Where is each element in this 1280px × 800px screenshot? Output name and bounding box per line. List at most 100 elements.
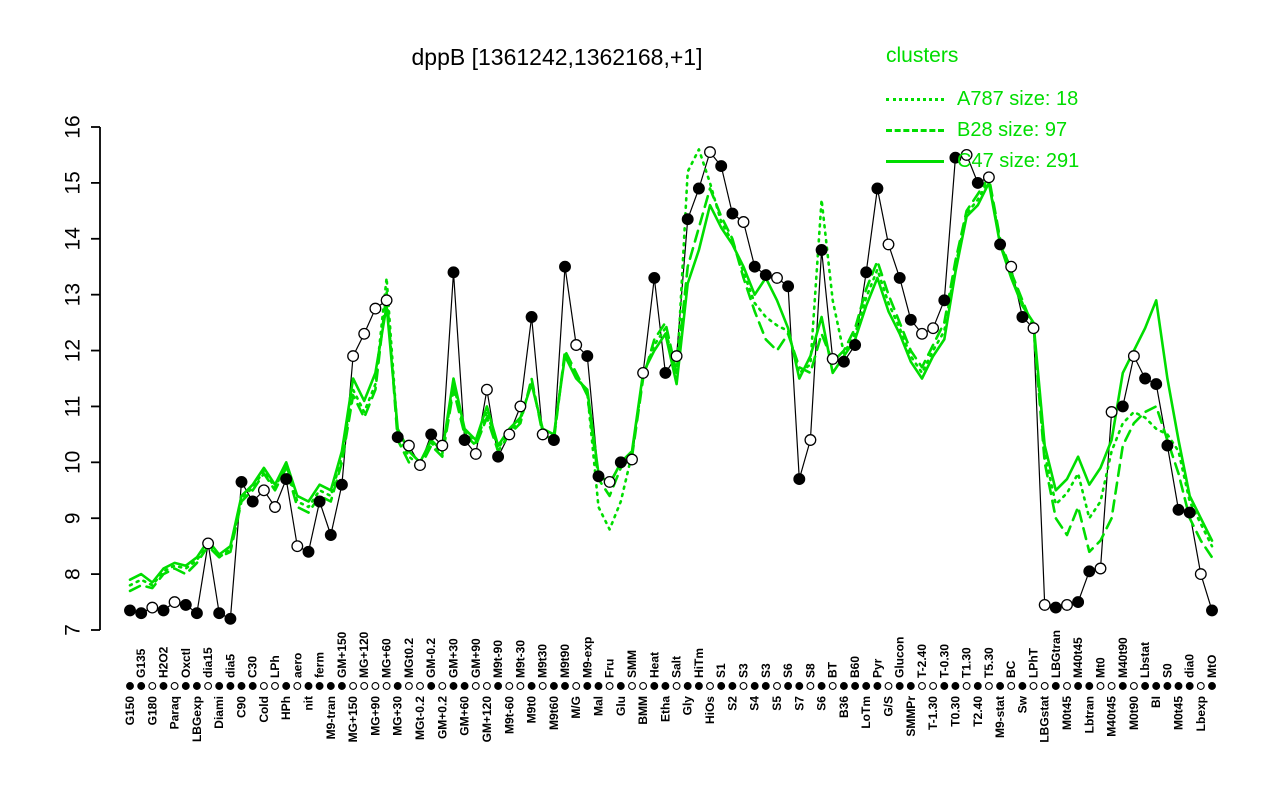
x-axis-label: LBGstat xyxy=(1038,696,1052,743)
rug-dot xyxy=(538,682,547,690)
rug-dot xyxy=(1074,682,1083,690)
rug-dot xyxy=(549,682,558,690)
data-point-marker xyxy=(815,244,828,256)
data-point-marker xyxy=(1016,311,1029,323)
data-point-marker xyxy=(659,366,672,379)
x-axis-label: G180 xyxy=(145,696,159,726)
data-point-marker xyxy=(1049,601,1062,614)
y-axis-tick-label: 13 xyxy=(62,283,85,306)
data-point-marker xyxy=(1116,400,1129,413)
rug-dot xyxy=(1063,682,1071,690)
y-axis-tick-label: 15 xyxy=(62,171,85,194)
x-axis-label: T-0.30 xyxy=(937,644,951,678)
data-point-marker xyxy=(1027,322,1040,335)
x-axis-label: Lbstat xyxy=(1138,642,1152,678)
rug-dot xyxy=(304,682,313,690)
legend-entry-label: C47 size: 291 xyxy=(957,150,1080,172)
rug-dot xyxy=(271,682,279,690)
rug-dot xyxy=(895,682,904,690)
data-point-marker xyxy=(135,607,148,620)
data-point-marker xyxy=(124,604,136,617)
data-point-marker xyxy=(246,495,259,508)
data-point-marker xyxy=(704,146,716,159)
x-axis-label: MG+90 xyxy=(368,696,382,736)
rug-dot xyxy=(226,682,235,690)
rug-dot xyxy=(1129,682,1138,690)
data-point-marker xyxy=(436,439,449,452)
rug-dot xyxy=(326,682,335,690)
rug-dot xyxy=(806,682,815,690)
legend-entry-label: B28 size: 97 xyxy=(957,119,1068,141)
x-axis-label: M9t-30 xyxy=(513,640,527,678)
x-axis-label: Glucon xyxy=(893,637,907,678)
rug-dot xyxy=(148,682,157,690)
data-point-marker xyxy=(157,604,170,617)
data-point-marker xyxy=(837,355,850,368)
x-axis-label: dia15 xyxy=(201,647,215,678)
data-point-marker xyxy=(369,302,382,315)
rug-dot xyxy=(728,682,737,690)
rug-dot xyxy=(594,682,603,690)
x-axis-label: Oxctl xyxy=(179,648,193,678)
rug-dot xyxy=(706,682,714,690)
x-axis-label: BT xyxy=(826,661,840,678)
x-axis-label: GM+30 xyxy=(446,638,460,678)
data-point-marker xyxy=(882,238,895,251)
data-point-marker xyxy=(190,607,203,620)
rug-dot xyxy=(382,682,391,690)
x-axis-label: dia0 xyxy=(1183,654,1197,678)
data-point-marker xyxy=(224,612,237,625)
x-axis-label: BC xyxy=(1004,660,1018,678)
y-axis-tick-label: 11 xyxy=(62,396,85,418)
data-point-marker xyxy=(960,148,973,161)
x-axis-label: MtO xyxy=(1205,655,1219,678)
x-axis-label: Diami xyxy=(212,696,226,729)
data-point-marker xyxy=(759,269,772,282)
data-point-marker xyxy=(626,453,638,466)
data-point-marker xyxy=(893,271,906,284)
x-axis-label: C90 xyxy=(235,696,249,718)
data-point-marker xyxy=(949,151,962,164)
data-point-marker xyxy=(492,450,505,463)
x-axis-label: M0t45 xyxy=(1060,696,1074,730)
x-axis-label: S2 xyxy=(725,696,739,711)
x-axis-label: T-2.40 xyxy=(915,644,929,678)
rug-dot xyxy=(427,682,436,690)
legend-entry-label: A787 size: 18 xyxy=(957,88,1079,110)
data-point-marker xyxy=(1061,598,1073,611)
x-axis-label: Glu xyxy=(614,696,628,716)
data-point-marker xyxy=(335,478,348,491)
x-axis-label: Mal xyxy=(591,696,605,716)
rug-dot xyxy=(1185,682,1194,690)
rug-dot xyxy=(505,682,514,690)
rug-dot xyxy=(828,682,837,690)
data-point-marker xyxy=(291,540,304,553)
rug-dot xyxy=(215,682,224,690)
data-point-marker xyxy=(927,322,940,335)
series-line-C47 xyxy=(128,181,1214,584)
x-axis-label: LBGtran xyxy=(1049,630,1063,678)
x-axis-label: GM+60 xyxy=(458,696,472,736)
data-point-marker xyxy=(358,327,371,340)
x-axis-label: T5.30 xyxy=(982,647,996,678)
x-axis-label: LPhT xyxy=(1027,647,1041,678)
rug-dot xyxy=(583,682,592,690)
data-point-marker xyxy=(994,238,1007,251)
data-point-marker xyxy=(793,473,806,486)
data-point-marker xyxy=(302,545,315,558)
x-axis-label: M/G xyxy=(569,696,583,719)
rug-dot xyxy=(962,682,971,690)
x-axis-label: T2.40 xyxy=(971,696,985,727)
data-point-marker xyxy=(581,350,594,363)
data-point-marker xyxy=(904,313,917,326)
x-axis-label: SMM xyxy=(625,650,639,678)
rug-dot xyxy=(237,682,246,690)
x-axis-label: M9t-60 xyxy=(502,696,516,734)
x-axis-label: Gly xyxy=(681,696,695,716)
rug-dot xyxy=(349,682,358,690)
rug-dot xyxy=(1029,682,1038,690)
data-point-marker xyxy=(938,294,951,307)
x-axis-label: M9-exp xyxy=(580,637,594,678)
rug-dot xyxy=(683,682,692,690)
rug-dot xyxy=(918,682,926,690)
